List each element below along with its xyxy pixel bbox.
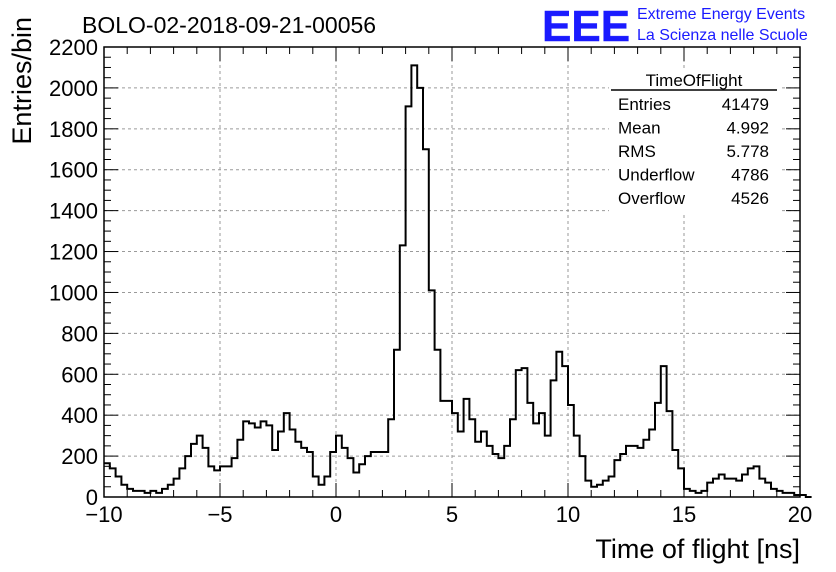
x-tick-label: 15 — [672, 502, 696, 527]
run-title: BOLO-02-2018-09-21-00056 — [82, 12, 376, 38]
eee-logo-mark: EEE — [542, 2, 630, 51]
stats-row-value: 41479 — [722, 95, 769, 114]
stats-row-label: RMS — [618, 142, 656, 161]
x-tick-label: 0 — [330, 502, 342, 527]
x-tick-labels: −10 −5 0 5 10 15 20 — [85, 502, 812, 527]
x-tick-label: 5 — [446, 502, 458, 527]
histogram-series — [104, 64, 812, 498]
y-tick-label: 1200 — [49, 240, 98, 265]
stats-row-label: Underflow — [618, 166, 695, 185]
x-tick-label: −5 — [207, 502, 232, 527]
logo-line-2: La Scienza nelle Scuole — [637, 27, 808, 44]
eee-logo: EEE Extreme Energy Events La Scienza nel… — [542, 2, 808, 52]
stats-row-value: 4.992 — [726, 119, 769, 138]
x-tick-label: 10 — [556, 502, 580, 527]
stats-box-name: TimeOfFlight — [646, 71, 743, 90]
stats-row-label: Mean — [618, 119, 661, 138]
y-tick-label: 1600 — [49, 158, 98, 183]
y-tick-label: 800 — [61, 321, 98, 346]
stats-row-value: 4526 — [731, 189, 769, 208]
grid — [104, 47, 800, 497]
axis-ticks — [103, 46, 801, 498]
y-tick-label: 1800 — [49, 117, 98, 142]
stats-rows: Entries 41479 Mean 4.992 RMS 5.778 Underflow 47… — [618, 95, 769, 208]
y-tick-label: 1400 — [49, 199, 98, 224]
x-axis-title: Time of flight [ns] — [595, 534, 800, 564]
stats-row-value: 5.778 — [726, 142, 769, 161]
y-tick-label: 2200 — [49, 35, 98, 60]
stats-row-label: Entries — [618, 95, 671, 114]
y-axis-title: Entries/bin — [7, 17, 37, 145]
y-tick-label: 400 — [61, 403, 98, 428]
y-tick-label: 1000 — [49, 280, 98, 305]
stats-box: TimeOfFlight Entries 41479 Mean 4.992 RMS 5.7… — [609, 70, 779, 212]
y-tick-labels: 0 200 400 600 800 1000 1200 1400 1600 1800 2000 220… — [49, 35, 98, 510]
y-tick-label: 2000 — [49, 76, 98, 101]
stats-box-background — [609, 70, 779, 212]
stats-row-value: 4786 — [731, 166, 769, 185]
x-tick-label: 20 — [788, 502, 812, 527]
y-tick-label: 200 — [61, 444, 98, 469]
x-tick-label: −10 — [85, 502, 122, 527]
stats-row-label: Overflow — [618, 189, 686, 208]
logo-line-1: Extreme Energy Events — [637, 6, 805, 23]
y-tick-label: 0 — [86, 485, 98, 510]
y-tick-label: 600 — [61, 362, 98, 387]
